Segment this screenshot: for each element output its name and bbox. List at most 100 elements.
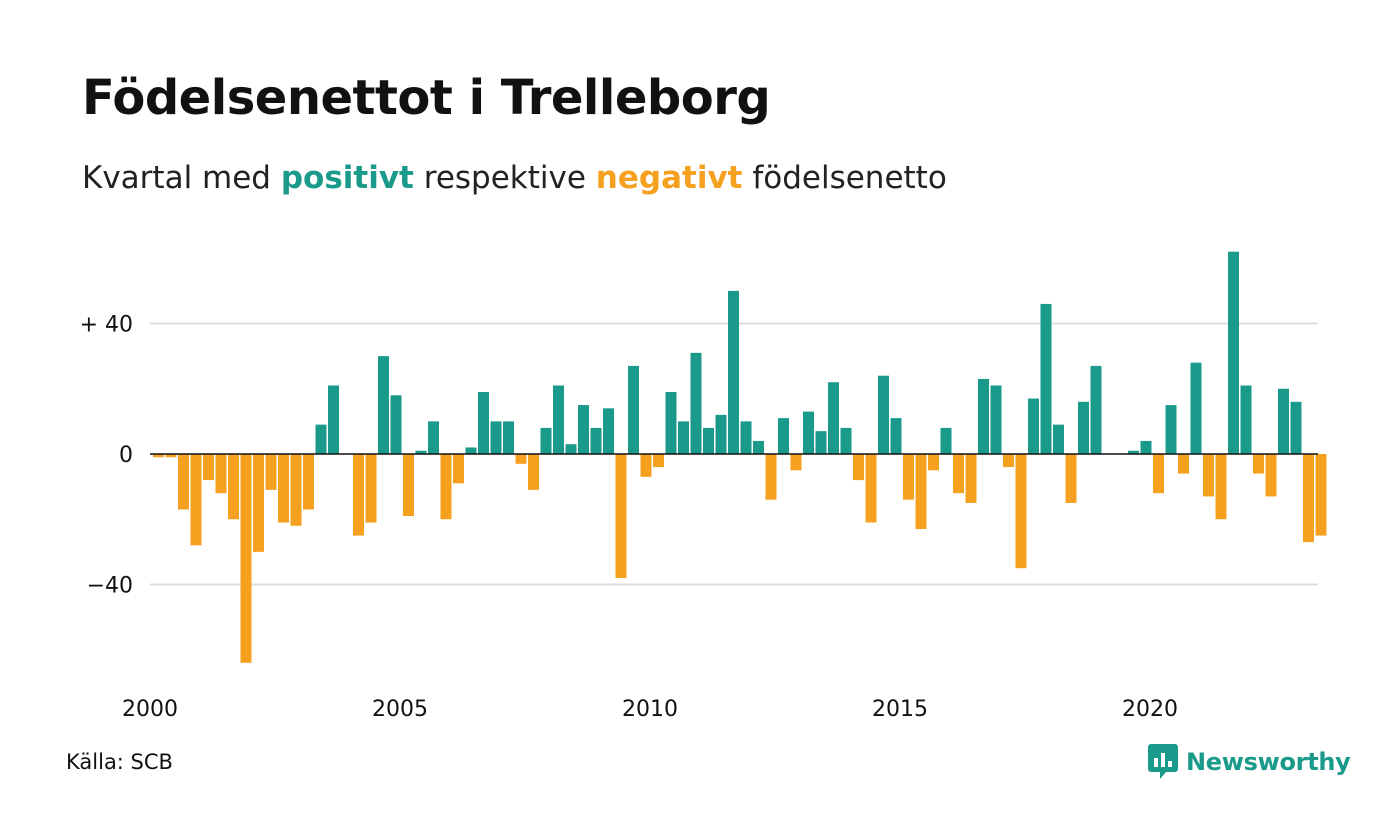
bar (1240, 385, 1252, 454)
bar (1290, 401, 1302, 454)
bar (653, 454, 664, 468)
bar (603, 408, 614, 454)
bar (265, 454, 277, 490)
bar (278, 454, 289, 523)
bar (1065, 454, 1077, 503)
bar (940, 427, 952, 454)
y-tick-label: + 40 (80, 313, 133, 338)
bar (753, 440, 764, 454)
bar (1053, 424, 1064, 454)
bar (415, 450, 427, 454)
bar (690, 352, 702, 454)
bar (840, 427, 852, 454)
subtitle-negative: negativt (595, 160, 743, 196)
bar (1015, 454, 1027, 569)
bar (678, 421, 689, 454)
x-tick-label: 2005 (372, 697, 428, 722)
bar (253, 454, 264, 552)
bar (890, 418, 902, 454)
bar (1215, 454, 1227, 520)
bar (1040, 303, 1052, 454)
bar (765, 454, 777, 500)
bar (990, 385, 1002, 454)
bar (290, 454, 302, 526)
bar (1278, 388, 1289, 454)
bar (803, 411, 814, 454)
bar (903, 454, 914, 500)
source-note: Källa: SCB (66, 750, 173, 774)
bar (1090, 365, 1102, 454)
bar (1178, 454, 1189, 474)
bar (1165, 405, 1177, 454)
subtitle-middle: respektive (423, 160, 586, 196)
bar (1228, 251, 1239, 454)
bar (465, 447, 477, 454)
bar (790, 454, 802, 471)
brand-name: Newsworthy (1186, 748, 1351, 776)
bar (965, 454, 977, 503)
newsworthy-logo: Newsworthy (1148, 744, 1351, 780)
bar (565, 444, 577, 454)
bar (390, 395, 402, 454)
bar (1078, 401, 1089, 454)
bar (953, 454, 964, 494)
bar (528, 454, 539, 490)
bar (153, 454, 164, 458)
bar-chart: + 40 0 −40 2000 2005 2010 2015 2020 (80, 251, 1327, 722)
bar (728, 290, 739, 454)
bar (915, 454, 927, 530)
x-tick-label: 2020 (1122, 697, 1178, 722)
bar (215, 454, 227, 494)
bar (815, 431, 827, 454)
newsworthy-logo-icon (1148, 744, 1178, 779)
bar (1265, 454, 1277, 497)
bar (490, 421, 502, 454)
bar (578, 405, 589, 454)
bar (1190, 362, 1202, 454)
bar (1303, 454, 1314, 543)
bar (628, 365, 639, 454)
x-tick-label: 2010 (622, 697, 678, 722)
x-tick-label: 2015 (872, 697, 928, 722)
bar (1140, 440, 1152, 454)
bar (1315, 454, 1327, 536)
bar (1153, 454, 1164, 494)
bar (365, 454, 377, 523)
bar (228, 454, 239, 520)
bar (165, 454, 177, 458)
subtitle-positive: positivt (280, 160, 414, 196)
bar (440, 454, 452, 520)
chart-title: Födelsenettot i Trelleborg (82, 70, 771, 126)
bar (240, 454, 252, 663)
bar (640, 454, 652, 477)
subtitle-prefix: Kvartal med (82, 160, 271, 196)
bar (453, 454, 464, 484)
bar (665, 392, 677, 454)
bar (715, 414, 727, 454)
bar (178, 454, 189, 510)
bar (615, 454, 627, 578)
bar (1203, 454, 1214, 497)
bar (540, 427, 552, 454)
bar (865, 454, 877, 523)
bar (315, 424, 327, 454)
bar (190, 454, 202, 546)
bar (740, 421, 752, 454)
bar (553, 385, 564, 454)
bar (303, 454, 314, 510)
bar (203, 454, 214, 481)
bar (1028, 398, 1039, 454)
bar (878, 375, 889, 454)
bar (853, 454, 864, 481)
bar (703, 427, 714, 454)
bar (353, 454, 364, 536)
bar (515, 454, 527, 464)
bar (478, 392, 489, 454)
bar (778, 418, 789, 454)
bar (503, 421, 514, 454)
subtitle-suffix: födelsenetto (752, 160, 947, 196)
bar (1003, 454, 1014, 468)
y-tick-label: −40 (87, 574, 133, 599)
bar (590, 427, 602, 454)
bar (1253, 454, 1264, 474)
